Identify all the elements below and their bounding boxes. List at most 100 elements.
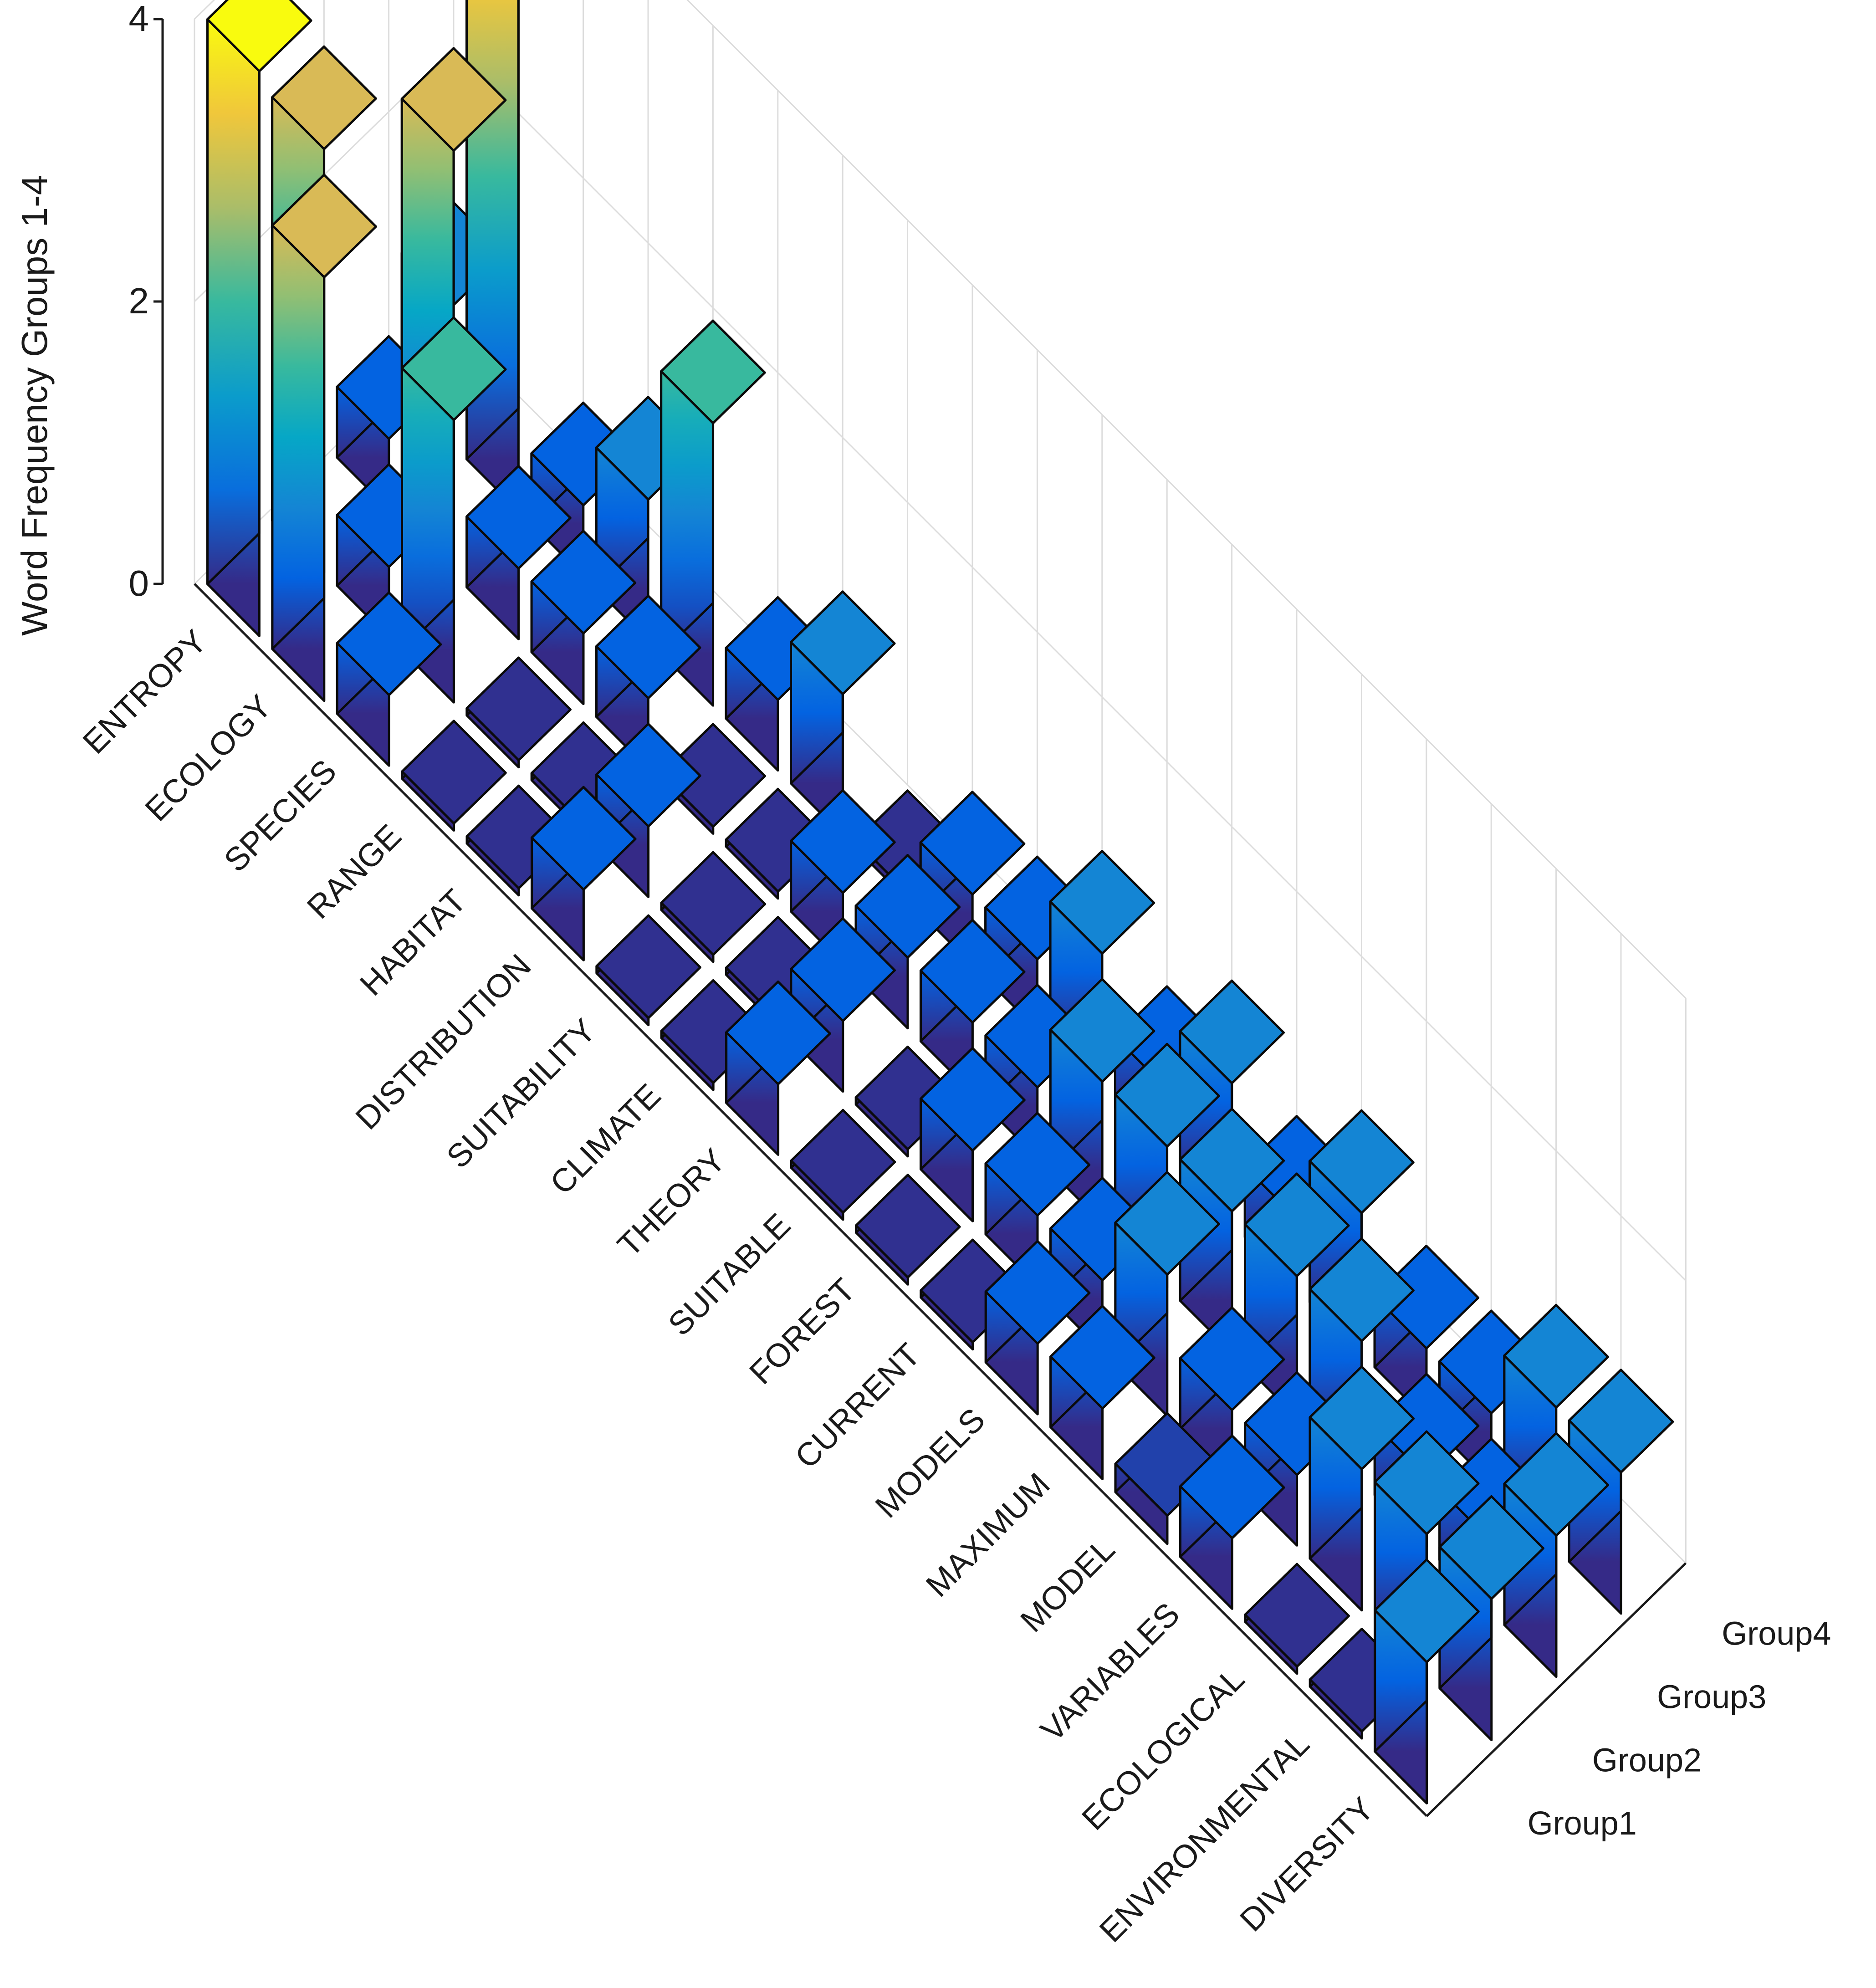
- bar-top-face: [595, 914, 701, 1019]
- bar-top-face: [271, 174, 377, 279]
- bar-top-face: [1309, 1109, 1415, 1214]
- category-label: ECOLOGY: [138, 688, 279, 828]
- bar-maximum-group1: [1049, 1304, 1155, 1480]
- category-label: CLIMATE: [543, 1077, 668, 1201]
- bar-top-face: [1309, 1365, 1415, 1471]
- bar-top-face: [336, 591, 442, 696]
- bar-top-face: [1049, 978, 1155, 1083]
- bar-top-face: [1568, 1369, 1674, 1474]
- bar-top-face: [1114, 1043, 1220, 1148]
- x-axis-line: [194, 583, 1428, 1817]
- bar-diversity-group2: [1438, 1495, 1544, 1742]
- bar-ecology-group1: [271, 174, 377, 702]
- bar-top-face: [660, 319, 766, 424]
- z-tick-label: 0: [129, 563, 149, 603]
- bar-top-face: [531, 786, 637, 891]
- bar-species-group2: [401, 316, 507, 704]
- bar-suitability-group1: [595, 914, 701, 1027]
- bar-range-group2: [465, 656, 572, 769]
- bar-layer: [206, 0, 1674, 1804]
- category-label: MODEL: [1013, 1531, 1122, 1640]
- bar-top-face: [401, 720, 507, 825]
- bar-top-face: [1373, 1245, 1480, 1350]
- bar-top-face: [1374, 1558, 1480, 1663]
- bar-top-face: [465, 656, 572, 761]
- bar-top-face: [920, 1047, 1026, 1152]
- category-label: THEORY: [611, 1142, 733, 1264]
- bar-range-group3: [530, 530, 637, 705]
- bar-top-face: [1244, 1563, 1350, 1668]
- category-label: CURRENT: [788, 1336, 927, 1475]
- bar-forest-group1: [855, 1174, 961, 1286]
- bar-range-group1: [401, 720, 507, 832]
- bar-top-face: [920, 919, 1026, 1024]
- bar-top-face: [790, 590, 896, 695]
- bar-species-group1: [336, 591, 442, 767]
- bar-top-face: [1503, 1432, 1610, 1537]
- grid-line: [686, 0, 1687, 999]
- bar-side-face: [206, 0, 261, 585]
- group-label: Group4: [1722, 1615, 1831, 1652]
- bar-suitable-group1: [790, 1109, 896, 1221]
- bar-top-face: [660, 851, 767, 956]
- bar-top-face: [1374, 1430, 1480, 1535]
- bar-top-face: [1114, 1171, 1220, 1276]
- bar-top-face: [206, 0, 312, 72]
- grid-line: [453, 48, 1687, 1282]
- bar-top-face: [1179, 1434, 1285, 1539]
- bar-top-face: [984, 1240, 1091, 1345]
- bar-suitability-group2: [660, 851, 767, 963]
- bar-top-face: [1179, 979, 1285, 1084]
- category-label: SUITABLE: [661, 1207, 797, 1343]
- bar-top-face: [1179, 1306, 1285, 1411]
- group-label: Group2: [1592, 1742, 1702, 1778]
- bar-top-face: [984, 1112, 1091, 1217]
- y-axis-line: [1426, 1562, 1687, 1817]
- group-label: Group1: [1528, 1805, 1637, 1842]
- bar-top-face: [854, 854, 961, 959]
- bar-current-group2: [984, 1112, 1091, 1288]
- bar-ecological-group2: [1309, 1365, 1415, 1612]
- category-label: RANGE: [300, 818, 409, 926]
- bar-forest-group2: [920, 1047, 1026, 1222]
- bar-suitability-group4: [790, 590, 896, 837]
- category-label: SPECIES: [217, 753, 343, 879]
- bar-distribution-group1: [531, 786, 637, 961]
- bar-top-face: [790, 1109, 896, 1214]
- bar-top-face: [1179, 1108, 1285, 1213]
- group-label: Group3: [1657, 1679, 1766, 1715]
- category-label: FOREST: [742, 1272, 862, 1391]
- bar-top-face: [1049, 850, 1155, 955]
- bar-models-group1: [984, 1240, 1091, 1416]
- bar-top-face: [1503, 1303, 1609, 1409]
- bar-top-face: [790, 917, 896, 1022]
- z-tick-label: 4: [129, 0, 149, 39]
- z-axis-title: Word Frequency Groups 1-4: [14, 175, 55, 636]
- bar-top-face: [465, 465, 572, 570]
- bar-top-face: [271, 45, 377, 150]
- bar-top-face: [1049, 1304, 1155, 1410]
- bar-top-face: [595, 722, 701, 828]
- bar-top-face: [855, 1174, 961, 1279]
- bar-entropy-group1: [206, 0, 312, 637]
- bar-top-face: [530, 530, 637, 635]
- category-label: MAXIMUM: [919, 1466, 1057, 1604]
- bar-ecological-group1: [1244, 1563, 1350, 1675]
- category-label: ENVIRONMENTAL: [1093, 1726, 1316, 1949]
- bar-top-face: [1244, 1172, 1350, 1278]
- bar-top-face: [400, 47, 507, 152]
- bar-top-face: [725, 980, 831, 1085]
- bar-top-face: [1309, 1237, 1415, 1342]
- category-label: DIVERSITY: [1233, 1790, 1381, 1938]
- z-tick-label: 2: [129, 281, 149, 321]
- category-label: ENTROPY: [76, 623, 214, 761]
- bar-theory-group1: [725, 980, 831, 1156]
- bar-suitable-group3: [920, 919, 1026, 1094]
- category-label: MODELS: [869, 1401, 992, 1525]
- bar-diversity-group1: [1374, 1558, 1480, 1804]
- bar-species-group3: [465, 465, 572, 640]
- category-label: HABITAT: [353, 883, 473, 1003]
- bar-variables-group1: [1179, 1434, 1285, 1610]
- bar-top-face: [595, 594, 701, 700]
- bar-model-group3: [1244, 1172, 1350, 1419]
